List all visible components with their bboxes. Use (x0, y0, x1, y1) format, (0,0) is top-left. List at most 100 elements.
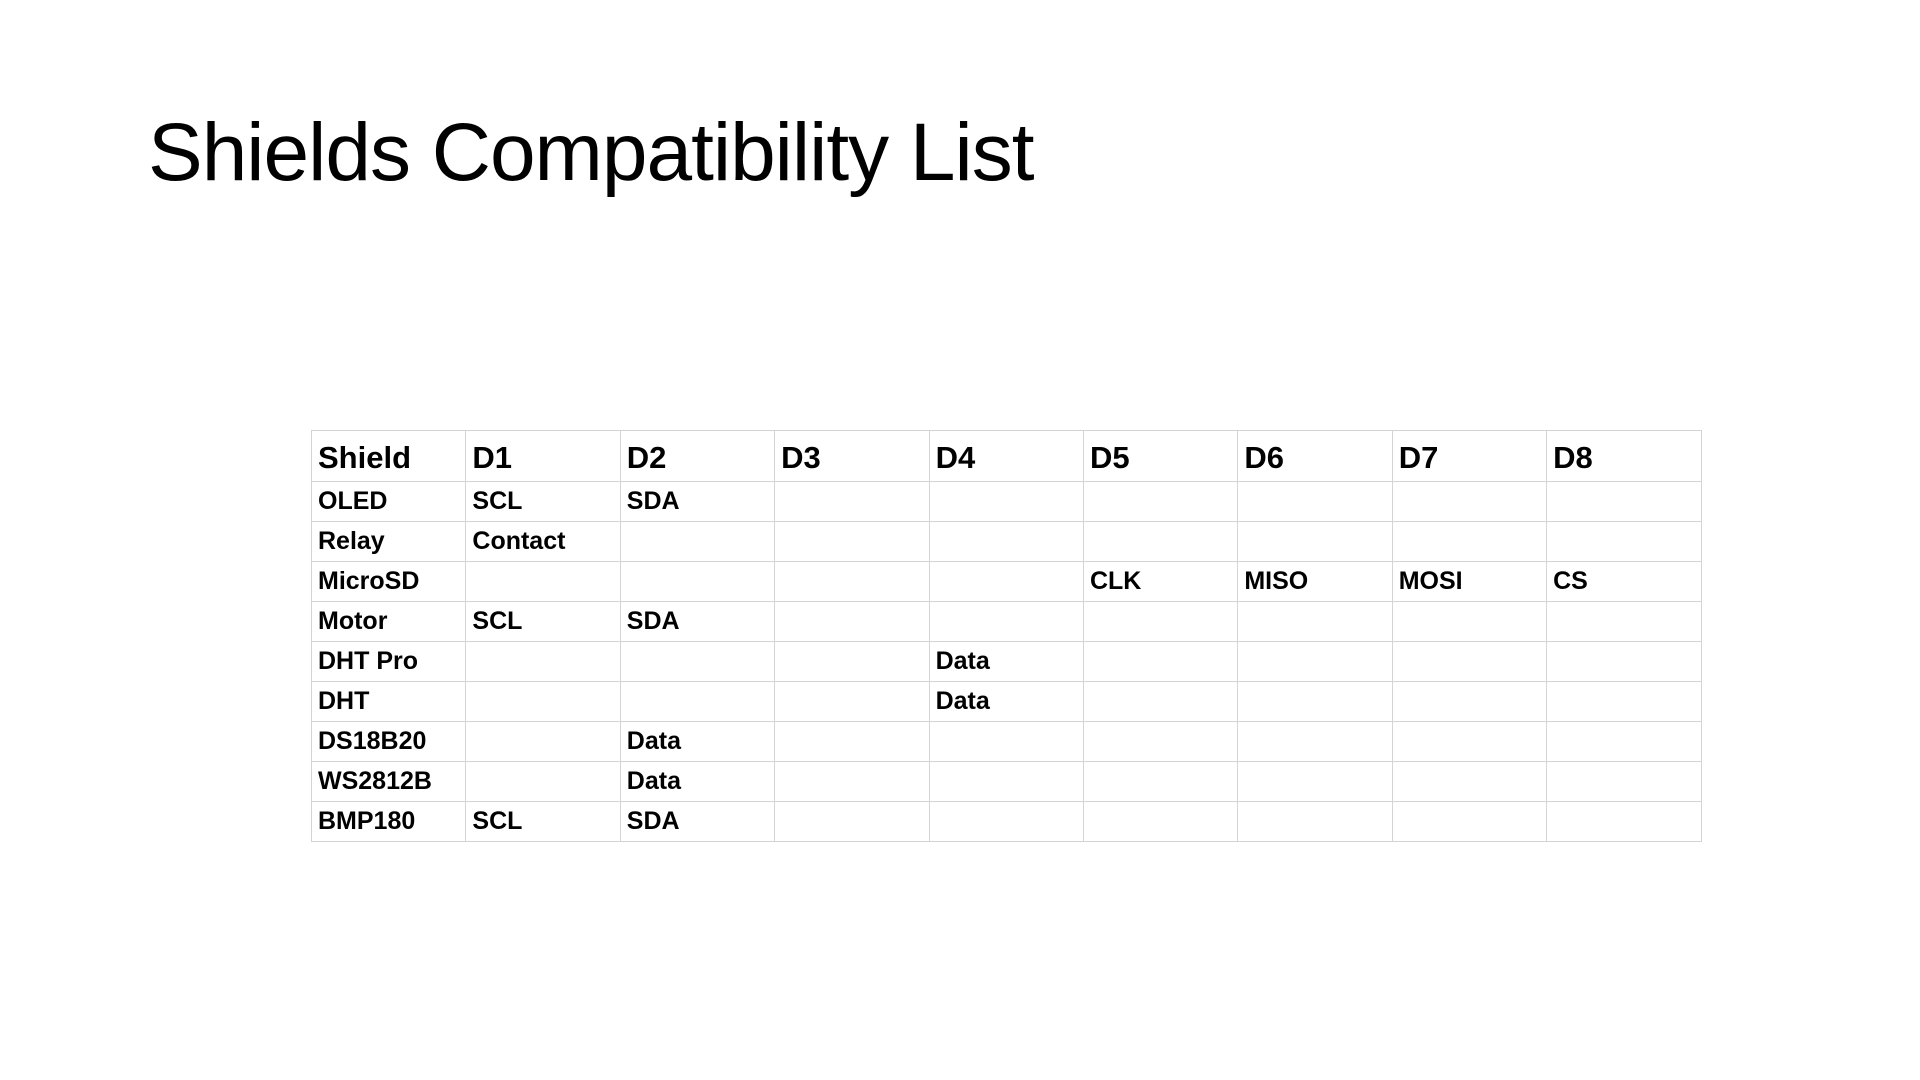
pin-cell-d6 (1237, 681, 1393, 722)
table-row: DS18B20 Data (310, 721, 1702, 762)
pin-cell-d7 (1391, 801, 1548, 842)
pin-cell-d4 (928, 521, 1084, 562)
pin-cell-d8 (1546, 481, 1702, 522)
pin-cell-d8 (1546, 641, 1702, 682)
table-row: Relay Contact (310, 521, 1702, 562)
pin-cell-d8 (1546, 601, 1702, 642)
pin-cell-d3 (774, 481, 930, 522)
pin-cell-d4 (928, 801, 1084, 842)
shield-name-cell: DS18B20 (310, 721, 467, 762)
header-d1: D1 (465, 430, 621, 482)
shield-name-cell: WS2812B (310, 761, 467, 802)
pin-cell-d5 (1082, 601, 1239, 642)
shield-name-cell: Motor (310, 601, 467, 642)
shield-name-cell: MicroSD (310, 561, 467, 602)
pin-cell-d7 (1391, 761, 1548, 802)
pin-cell-d4: Data (928, 641, 1084, 682)
pin-cell-d8 (1546, 761, 1702, 802)
shield-name-cell: BMP180 (310, 801, 467, 842)
shield-name-cell: DHT Pro (310, 641, 467, 682)
pin-cell-d4 (928, 481, 1084, 522)
pin-cell-d6 (1237, 761, 1393, 802)
pin-cell-d7 (1391, 681, 1548, 722)
table-header: Shield D1 D2 D3 D4 D5 D6 D7 D8 (310, 430, 1702, 482)
pin-cell-d4 (928, 601, 1084, 642)
pin-cell-d8 (1546, 721, 1702, 762)
header-d8: D8 (1546, 430, 1702, 482)
pin-cell-d7: MOSI (1391, 561, 1548, 602)
header-row: Shield D1 D2 D3 D4 D5 D6 D7 D8 (310, 430, 1702, 482)
pin-cell-d4: Data (928, 681, 1084, 722)
shield-name-cell: OLED (310, 481, 467, 522)
shield-name-cell: DHT (310, 681, 467, 722)
pin-cell-d3 (774, 801, 930, 842)
pin-cell-d1 (465, 641, 621, 682)
pin-cell-d7 (1391, 521, 1548, 562)
pin-cell-d8 (1546, 681, 1702, 722)
pin-cell-d6 (1237, 641, 1393, 682)
table-row: Motor SCL SDA (310, 601, 1702, 642)
table-row: WS2812B Data (310, 761, 1702, 802)
pin-cell-d2: SDA (619, 481, 776, 522)
pin-cell-d3 (774, 601, 930, 642)
pin-cell-d5: CLK (1082, 561, 1239, 602)
pin-cell-d8: CS (1546, 561, 1702, 602)
header-d2: D2 (619, 430, 776, 482)
pin-cell-d5 (1082, 641, 1239, 682)
pin-cell-d3 (774, 561, 930, 602)
pin-cell-d7 (1391, 641, 1548, 682)
pin-cell-d2 (619, 521, 776, 562)
pin-cell-d3 (774, 761, 930, 802)
compatibility-table-container: Shield D1 D2 D3 D4 D5 D6 D7 D8 OLED SCL SD… (310, 430, 1702, 842)
table-body: OLED SCL SDA Relay Contact MicroSD CLK MISO MOSI… (310, 481, 1702, 842)
header-d4: D4 (928, 430, 1084, 482)
table-row: DHT Data (310, 681, 1702, 722)
pin-cell-d6 (1237, 801, 1393, 842)
pin-cell-d1 (465, 681, 621, 722)
pin-cell-d1 (465, 561, 621, 602)
pin-cell-d4 (928, 561, 1084, 602)
pin-cell-d8 (1546, 521, 1702, 562)
pin-cell-d2: Data (619, 721, 776, 762)
pin-cell-d7 (1391, 601, 1548, 642)
pin-cell-d1: Contact (465, 521, 621, 562)
pin-cell-d2 (619, 641, 776, 682)
pin-cell-d1: SCL (465, 481, 621, 522)
pin-cell-d5 (1082, 721, 1239, 762)
table-row: OLED SCL SDA (310, 481, 1702, 522)
pin-cell-d5 (1082, 681, 1239, 722)
pin-cell-d2: Data (619, 761, 776, 802)
header-d7: D7 (1391, 430, 1548, 482)
pin-cell-d4 (928, 721, 1084, 762)
pin-cell-d1 (465, 761, 621, 802)
pin-cell-d1 (465, 721, 621, 762)
pin-cell-d7 (1391, 481, 1548, 522)
header-shield: Shield (310, 430, 467, 482)
shield-name-cell: Relay (310, 521, 467, 562)
pin-cell-d5 (1082, 761, 1239, 802)
pin-cell-d3 (774, 641, 930, 682)
pin-cell-d3 (774, 721, 930, 762)
table-row: BMP180 SCL SDA (310, 801, 1702, 842)
pin-cell-d5 (1082, 481, 1239, 522)
pin-cell-d1: SCL (465, 601, 621, 642)
pin-cell-d2 (619, 681, 776, 722)
table-row: MicroSD CLK MISO MOSI CS (310, 561, 1702, 602)
pin-cell-d5 (1082, 521, 1239, 562)
pin-cell-d6 (1237, 601, 1393, 642)
pin-cell-d2 (619, 561, 776, 602)
pin-cell-d2: SDA (619, 601, 776, 642)
pin-cell-d8 (1546, 801, 1702, 842)
pin-cell-d4 (928, 761, 1084, 802)
pin-cell-d6 (1237, 481, 1393, 522)
pin-cell-d1: SCL (465, 801, 621, 842)
header-d5: D5 (1082, 430, 1239, 482)
pin-cell-d3 (774, 521, 930, 562)
pin-cell-d2: SDA (619, 801, 776, 842)
pin-cell-d5 (1082, 801, 1239, 842)
header-d3: D3 (774, 430, 930, 482)
header-d6: D6 (1237, 430, 1393, 482)
pin-cell-d6: MISO (1237, 561, 1393, 602)
pin-cell-d3 (774, 681, 930, 722)
compatibility-table: Shield D1 D2 D3 D4 D5 D6 D7 D8 OLED SCL SD… (310, 430, 1702, 842)
